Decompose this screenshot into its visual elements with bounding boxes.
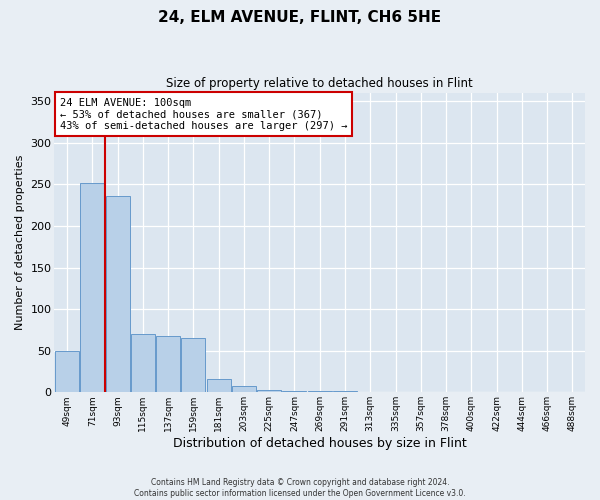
Bar (283, 390, 307, 392)
Bar (257, 390, 281, 392)
Bar (206, 379, 230, 392)
Text: Contains HM Land Registry data © Crown copyright and database right 2024.
Contai: Contains HM Land Registry data © Crown c… (134, 478, 466, 498)
Bar (131, 334, 155, 392)
X-axis label: Distribution of detached houses by size in Flint: Distribution of detached houses by size … (173, 437, 467, 450)
Text: 24, ELM AVENUE, FLINT, CH6 5HE: 24, ELM AVENUE, FLINT, CH6 5HE (158, 10, 442, 25)
Title: Size of property relative to detached houses in Flint: Size of property relative to detached ho… (166, 78, 473, 90)
Bar (106, 196, 130, 392)
Bar (80, 183, 104, 392)
Bar (232, 386, 256, 392)
Bar (156, 336, 180, 392)
Y-axis label: Number of detached properties: Number of detached properties (15, 155, 25, 330)
Text: 24 ELM AVENUE: 100sqm
← 53% of detached houses are smaller (367)
43% of semi-det: 24 ELM AVENUE: 100sqm ← 53% of detached … (60, 98, 347, 130)
Bar (181, 338, 205, 392)
Bar (55, 350, 79, 393)
